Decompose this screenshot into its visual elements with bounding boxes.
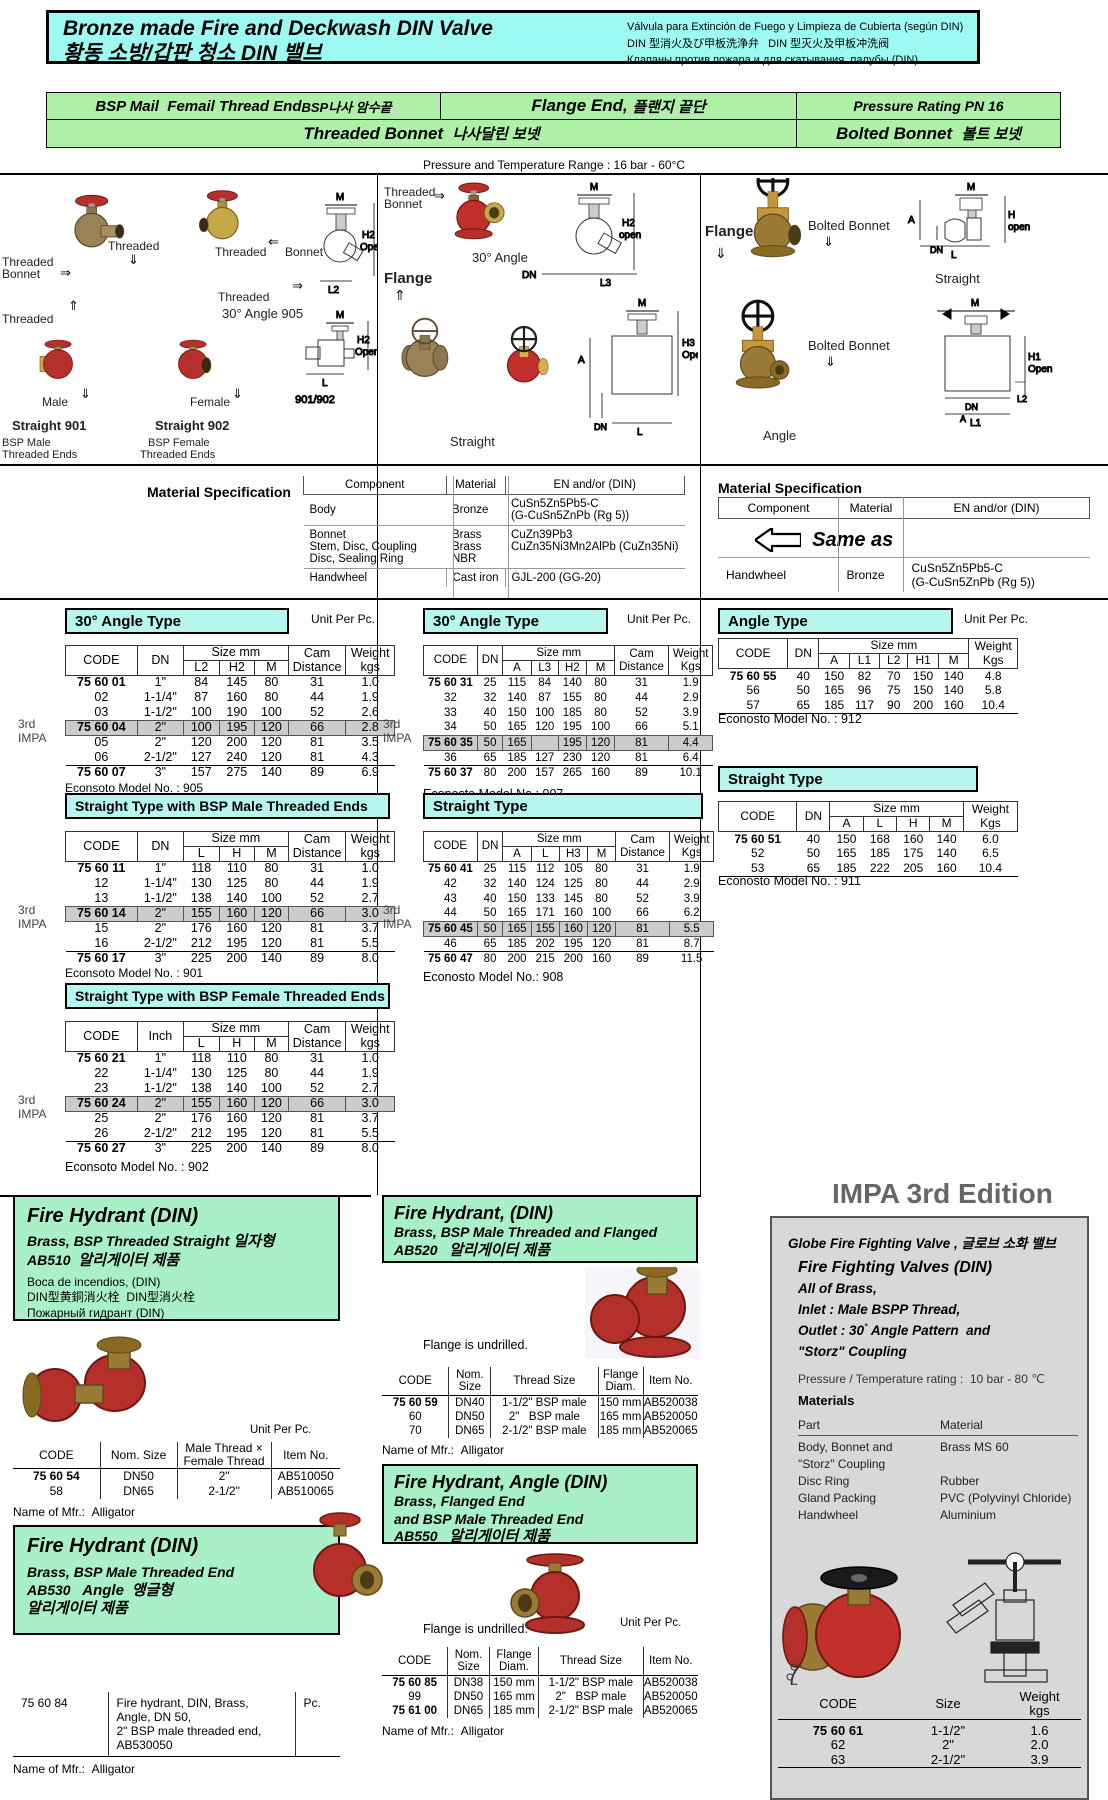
svg-text:Threaded Ends: Threaded Ends [140,449,216,461]
svg-text:Open: Open [1028,364,1052,375]
svg-text:L2: L2 [328,285,340,296]
svg-text:Flange: Flange [705,223,753,240]
svg-text:Bonnet: Bonnet [384,197,423,211]
svg-text:⇓: ⇓ [823,234,834,249]
svg-text:Bonnet: Bonnet [2,267,41,281]
svg-text:H2: H2 [362,230,375,241]
svg-text:L2: L2 [1017,394,1027,404]
svg-text:open: open [1008,222,1030,233]
svg-text:⇓: ⇓ [128,252,139,267]
svg-text:Open: Open [355,347,378,358]
svg-text:30° Angle: 30° Angle [472,250,528,265]
svg-text:Bolted Bonnet: Bolted Bonnet [808,218,890,233]
svg-text:Threaded: Threaded [215,245,266,259]
svg-text:open: open [619,230,641,241]
svg-text:Straight 902: Straight 902 [155,418,229,433]
svg-text:M: M [638,298,646,309]
svg-text:Female: Female [190,395,230,409]
svg-text:BSP Female: BSP Female [148,437,210,449]
svg-text:A: A [960,414,966,424]
svg-text:⇒: ⇒ [60,265,71,280]
svg-text:Male: Male [42,395,68,409]
svg-text:⇑: ⇑ [68,298,79,313]
svg-text:DN: DN [522,270,536,281]
svg-text:H2: H2 [622,218,635,229]
svg-text:L1: L1 [970,418,982,429]
svg-text:L: L [951,250,957,261]
svg-text:M: M [336,192,344,203]
svg-text:A: A [908,215,915,226]
svg-text:Open: Open [360,242,378,253]
svg-text:DN: DN [965,402,978,412]
svg-text:Threaded Ends: Threaded Ends [2,449,78,461]
svg-text:L3: L3 [600,278,612,289]
svg-text:Threaded: Threaded [2,312,53,326]
svg-text:L: L [637,427,643,438]
svg-text:H: H [1008,210,1015,221]
svg-text:BSP Male: BSP Male [2,437,51,449]
svg-text:⇓: ⇓ [80,386,91,401]
svg-text:⇒: ⇒ [434,188,445,203]
svg-text:H1: H1 [1028,352,1041,363]
svg-text:Angle: Angle [763,428,796,443]
svg-text:M: M [336,310,344,321]
svg-text:Straight 901: Straight 901 [12,418,86,433]
svg-text:⇒: ⇒ [292,278,303,293]
svg-text:Flange: Flange [384,270,432,287]
svg-text:H2: H2 [357,335,370,346]
svg-text:M: M [967,182,975,193]
svg-text:H3: H3 [682,338,695,349]
svg-text:DN: DN [930,245,943,255]
svg-text:M: M [590,182,598,193]
svg-text:Straight: Straight [935,271,980,286]
svg-text:Straight: Straight [450,434,495,449]
svg-text:Bonnet: Bonnet [285,245,324,259]
svg-text:M: M [971,298,979,309]
svg-text:⇓: ⇓ [715,245,727,261]
svg-text:30° Angle 905: 30° Angle 905 [222,306,303,321]
svg-text:Bolted Bonnet: Bolted Bonnet [808,338,890,353]
svg-text:Open: Open [682,350,698,361]
svg-text:DN: DN [594,422,607,432]
svg-text:Threaded: Threaded [108,239,159,253]
svg-text:L: L [322,378,328,389]
svg-text:A: A [578,355,585,366]
svg-text:⇐: ⇐ [268,234,279,249]
svg-text:Threaded: Threaded [218,290,269,304]
svg-text:901/902: 901/902 [295,394,335,406]
svg-text:⇑: ⇑ [394,287,406,303]
svg-text:⇓: ⇓ [232,386,243,401]
svg-text:⇓: ⇓ [825,354,836,369]
